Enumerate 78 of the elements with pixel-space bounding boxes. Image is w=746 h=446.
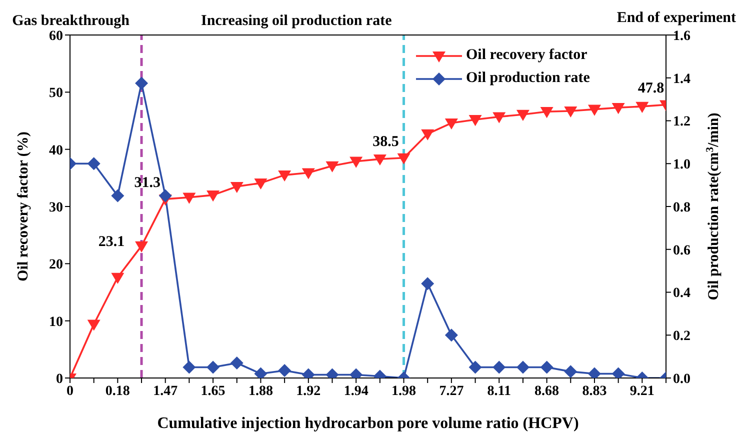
point — [87, 157, 100, 170]
point — [206, 190, 220, 202]
data-label: 31.3 — [134, 175, 160, 192]
x-tick-label: 9.21 — [630, 384, 654, 399]
point — [612, 103, 625, 114]
point — [468, 360, 482, 374]
y-tick-label: 30 — [49, 200, 63, 216]
point — [444, 328, 458, 342]
x-tick-label: 1.94 — [344, 384, 368, 399]
point — [302, 168, 315, 180]
y2-tick-label: 1.6 — [673, 28, 690, 44]
point — [350, 156, 363, 168]
point — [182, 360, 196, 374]
x-tick-label: 8.68 — [534, 384, 560, 399]
point — [492, 360, 506, 374]
point — [230, 182, 244, 193]
y-tick-label: 0 — [56, 372, 63, 387]
x-tick-label: 0.18 — [105, 384, 130, 399]
point — [135, 241, 148, 252]
y-tick-label: 60 — [49, 28, 63, 44]
text: End of experiment — [616, 10, 736, 27]
x-tick-label: 1.47 — [153, 384, 178, 399]
point — [564, 106, 578, 118]
y2-tick-label: 0.6 — [673, 243, 690, 258]
y2-tick-label: 0.0 — [673, 372, 690, 387]
legend-label: Oil production rate — [466, 70, 590, 87]
point — [278, 170, 292, 182]
x-tick-label: 7.27 — [439, 384, 464, 399]
point — [468, 115, 482, 126]
point — [111, 272, 124, 284]
y2-tick-label: 0.2 — [673, 329, 690, 344]
text: Gas breakthrough — [12, 13, 130, 29]
point — [516, 360, 530, 374]
y2-tick-label: 0.4 — [673, 286, 690, 302]
point — [636, 102, 649, 113]
y2-tick-label: 1.0 — [673, 158, 690, 173]
point — [135, 76, 148, 90]
point — [588, 104, 601, 116]
y2-tick-label: 1.4 — [673, 72, 690, 87]
x-tick-label: 8.11 — [487, 384, 511, 399]
point — [564, 365, 578, 378]
y-axis-title: Oil recovery factor (%) — [15, 132, 32, 282]
y2-tick-label: 1.2 — [673, 114, 690, 130]
point — [421, 277, 434, 290]
x-axis-title: Cumulative injection hydrocarbon pore volume ratio (HCPV) — [157, 415, 579, 432]
point — [444, 118, 458, 130]
y-tick-label: 50 — [49, 86, 63, 102]
y-tick-label: 20 — [49, 258, 63, 273]
point — [373, 154, 386, 166]
y2-tick-label: 0.8 — [673, 200, 690, 216]
point — [421, 129, 434, 140]
ref-line-label: Increasing oil production rate — [201, 13, 392, 29]
point — [254, 178, 268, 190]
point — [540, 107, 554, 118]
legend-label: Oil recovery factor — [466, 47, 588, 64]
x-tick-label: 1.92 — [296, 384, 321, 399]
point — [492, 112, 506, 124]
y-tick-label: 40 — [49, 143, 63, 158]
data-label: 38.5 — [372, 134, 399, 150]
x-tick-label: 8.83 — [582, 384, 607, 399]
x-tick-label: 0 — [66, 384, 74, 399]
point — [158, 189, 172, 202]
point — [540, 360, 554, 374]
point — [326, 161, 339, 172]
data-label: 23.1 — [98, 234, 125, 250]
point — [230, 356, 244, 370]
point — [182, 192, 196, 204]
point — [206, 360, 220, 374]
point — [397, 153, 410, 164]
x-tick-label: 1.88 — [248, 384, 273, 399]
data-label: 47.8 — [638, 80, 664, 97]
point — [278, 364, 292, 377]
point — [111, 189, 124, 202]
point — [87, 320, 100, 331]
point — [516, 110, 530, 121]
x-tick-label: 1.98 — [392, 384, 416, 399]
x-tick-label: 1.65 — [200, 384, 226, 399]
y-tick-label: 10 — [49, 314, 63, 330]
